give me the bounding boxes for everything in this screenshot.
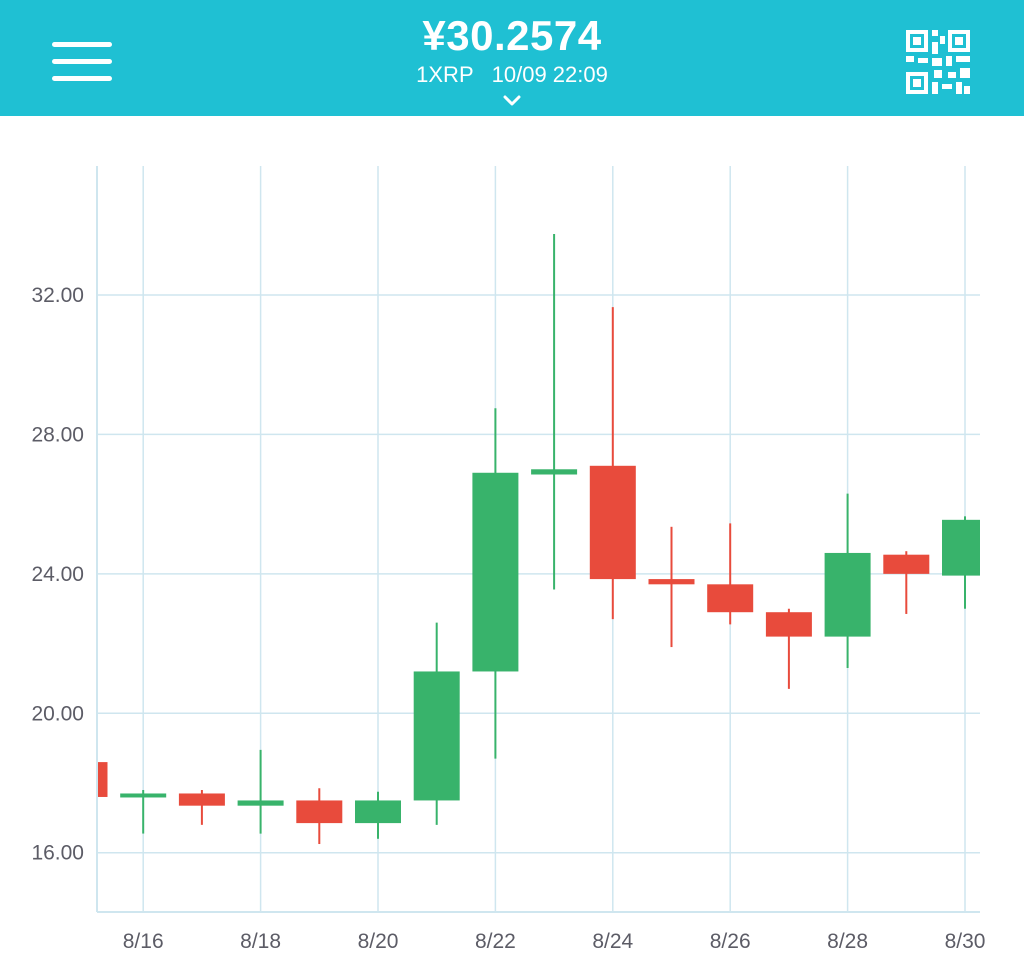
- candle-8-18: [237, 749, 284, 834]
- y-tick-label: 20.00: [31, 702, 84, 725]
- candle-body: [178, 793, 225, 806]
- candle-8-24: [589, 307, 636, 620]
- x-tick-label: 8/18: [240, 930, 281, 953]
- candle-8-26: [707, 523, 754, 625]
- candle-8-25: [648, 526, 695, 648]
- x-tick-label: 8/26: [710, 930, 751, 953]
- y-tick-label: 32.00: [31, 284, 84, 307]
- candle-body: [531, 469, 578, 475]
- x-tick-label: 8/16: [123, 930, 164, 953]
- x-tick-label: 8/30: [945, 930, 986, 953]
- candle-8-17: [178, 789, 225, 825]
- candle-body: [765, 612, 812, 637]
- candle-8-21: [413, 622, 460, 825]
- candle-8-15: [98, 762, 108, 797]
- current-price: ¥30.2574: [422, 12, 602, 59]
- x-tick-label: 8/28: [827, 930, 868, 953]
- candle-8-30: [942, 516, 980, 609]
- candle-body: [942, 519, 980, 576]
- app-header: ¥30.2574 1XRP 10/09 22:09: [0, 0, 1024, 116]
- candle-body: [472, 472, 519, 672]
- candle-body: [824, 552, 871, 637]
- x-tick-label: 8/24: [592, 930, 633, 953]
- candles: [98, 233, 980, 845]
- candle-8-29: [883, 551, 930, 614]
- candle-8-16: [120, 789, 167, 834]
- hamburger-menu-icon[interactable]: [50, 38, 114, 86]
- y-axis-ticks: 16.00 20.00 24.00 28.00 32.00: [31, 284, 84, 865]
- candle-body: [296, 800, 343, 824]
- y-tick-label: 24.00: [31, 563, 84, 586]
- x-tick-label: 8/22: [475, 930, 516, 953]
- price-subline: 1XRP 10/09 22:09: [0, 62, 1024, 88]
- candle-8-20: [355, 791, 401, 839]
- y-tick-label: 28.00: [31, 423, 84, 446]
- price-datetime: 10/09 22:09: [491, 62, 608, 87]
- x-tick-label: 8/20: [358, 930, 399, 953]
- candle-body: [98, 762, 108, 797]
- y-tick-label: 16.00: [31, 842, 84, 865]
- candle-body: [237, 800, 284, 806]
- candle-body: [120, 793, 167, 798]
- chevron-down-icon[interactable]: [502, 94, 522, 108]
- x-axis-ticks: 8/16 8/18 8/20 8/22 8/24 8/26 8/28 8/30: [123, 930, 986, 953]
- pair-label: 1XRP: [416, 62, 474, 87]
- candle-8-28: [824, 493, 871, 668]
- candle-body: [648, 579, 695, 585]
- candle-8-19: [296, 788, 343, 845]
- candle-8-27: [765, 608, 812, 689]
- candle-8-23: [531, 233, 578, 590]
- qr-code-icon[interactable]: [904, 28, 972, 96]
- candle-body: [355, 800, 401, 824]
- candle-body: [413, 671, 460, 801]
- candle-body: [883, 554, 930, 574]
- candle-8-22: [472, 408, 519, 759]
- candle-body: [589, 465, 636, 580]
- candle-body: [707, 584, 754, 613]
